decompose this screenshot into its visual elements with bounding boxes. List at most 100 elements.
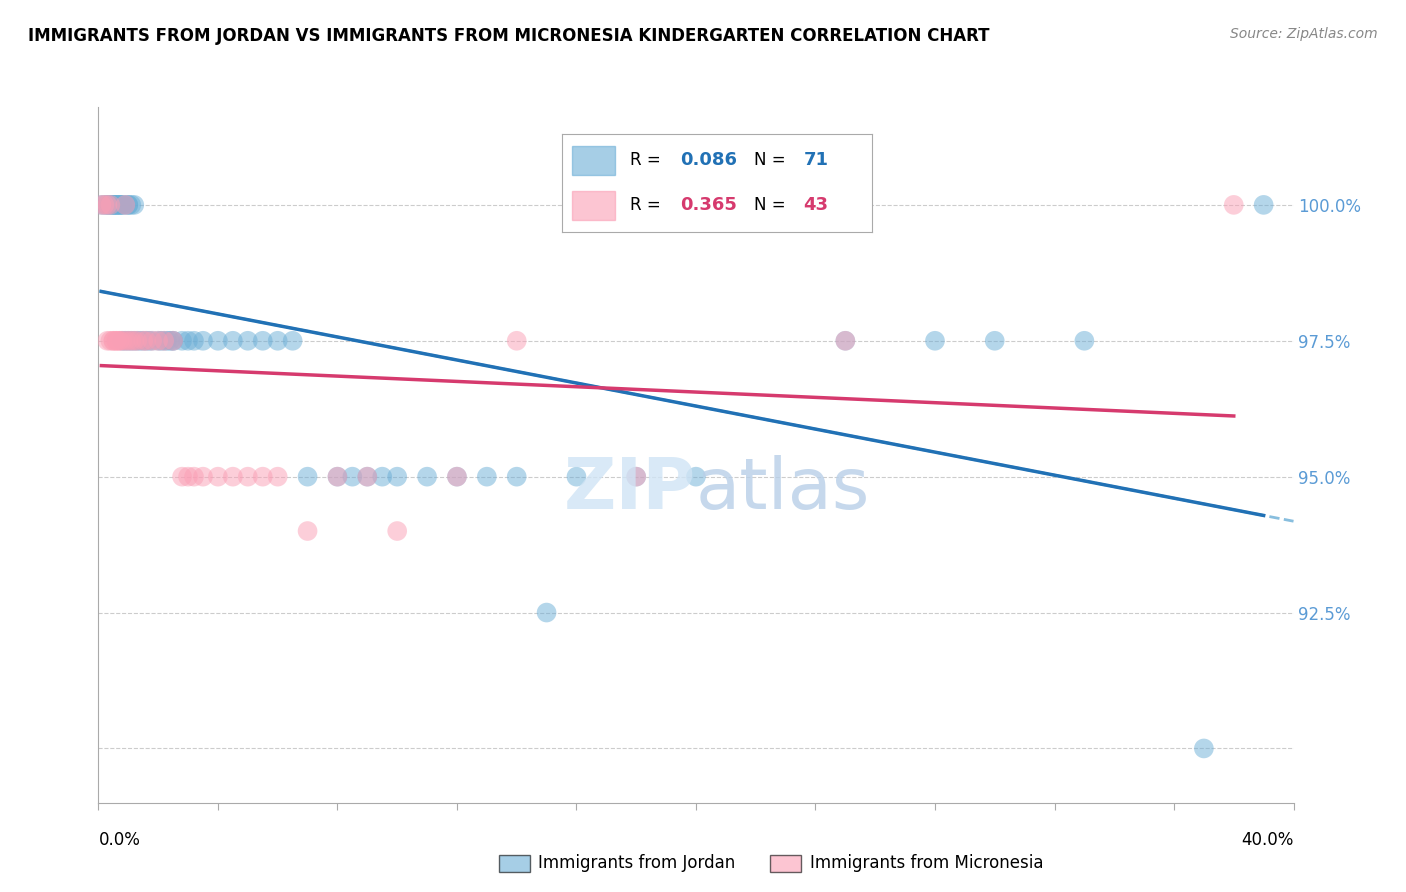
Point: [103, 198, 125, 212]
Point: [132, 334, 155, 348]
Point: [108, 198, 131, 212]
Point: [626, 469, 648, 483]
Point: [326, 469, 349, 483]
Point: [536, 606, 558, 620]
Point: [159, 334, 181, 348]
Point: [267, 469, 290, 483]
Point: [150, 334, 173, 348]
Point: [326, 469, 349, 483]
Point: [108, 334, 131, 348]
Point: [1192, 741, 1215, 756]
Point: [108, 334, 131, 348]
Point: [96, 198, 118, 212]
Point: [93, 198, 115, 212]
Text: R =: R =: [630, 152, 666, 169]
Point: [90, 198, 112, 212]
Point: [177, 334, 200, 348]
Point: [111, 334, 134, 348]
Point: [156, 334, 179, 348]
Point: [685, 469, 707, 483]
Point: [132, 334, 155, 348]
Text: IMMIGRANTS FROM JORDAN VS IMMIGRANTS FROM MICRONESIA KINDERGARTEN CORRELATION CH: IMMIGRANTS FROM JORDAN VS IMMIGRANTS FRO…: [28, 27, 990, 45]
Point: [252, 334, 274, 348]
Point: [117, 334, 139, 348]
Text: 0.0%: 0.0%: [98, 830, 141, 848]
Point: [105, 198, 128, 212]
Text: N =: N =: [754, 196, 792, 214]
Point: [984, 334, 1007, 348]
Point: [100, 334, 122, 348]
Point: [745, 198, 768, 212]
Point: [141, 334, 163, 348]
Text: N =: N =: [754, 152, 792, 169]
Point: [446, 469, 468, 483]
Point: [135, 334, 157, 348]
Point: [100, 198, 122, 212]
Point: [135, 334, 157, 348]
Point: [207, 469, 229, 483]
Point: [124, 334, 146, 348]
Point: [120, 334, 142, 348]
Point: [626, 469, 648, 483]
Point: [114, 334, 136, 348]
Point: [108, 198, 131, 212]
Point: [475, 469, 498, 483]
Point: [191, 334, 214, 348]
Point: [103, 198, 125, 212]
Point: [385, 524, 409, 538]
Point: [281, 334, 304, 348]
Point: [105, 334, 128, 348]
Point: [117, 198, 139, 212]
Point: [105, 198, 128, 212]
Text: Immigrants from Micronesia: Immigrants from Micronesia: [810, 855, 1043, 872]
Point: [124, 198, 146, 212]
Point: [100, 198, 122, 212]
Point: [114, 198, 136, 212]
Point: [141, 334, 163, 348]
Point: [90, 198, 112, 212]
Point: [183, 334, 205, 348]
Point: [108, 198, 131, 212]
Point: [222, 469, 245, 483]
Point: [172, 334, 194, 348]
Point: [834, 334, 856, 348]
Point: [127, 334, 149, 348]
Text: 0.086: 0.086: [681, 152, 737, 169]
Bar: [572, 191, 614, 220]
Point: [100, 198, 122, 212]
Point: [356, 469, 378, 483]
Point: [1073, 334, 1095, 348]
Point: [222, 334, 245, 348]
Point: [120, 198, 142, 212]
Point: [103, 334, 125, 348]
Point: [103, 198, 125, 212]
Text: ZIP: ZIP: [564, 455, 696, 524]
Point: [565, 469, 588, 483]
Text: 40.0%: 40.0%: [1241, 830, 1294, 848]
Text: Immigrants from Jordan: Immigrants from Jordan: [538, 855, 735, 872]
Text: Source: ZipAtlas.com: Source: ZipAtlas.com: [1230, 27, 1378, 41]
Point: [924, 334, 946, 348]
Point: [114, 334, 136, 348]
Point: [342, 469, 364, 483]
Point: [834, 334, 856, 348]
Point: [183, 469, 205, 483]
Point: [153, 334, 176, 348]
Point: [117, 334, 139, 348]
Point: [148, 334, 170, 348]
Text: 43: 43: [804, 196, 828, 214]
Point: [356, 469, 378, 483]
Point: [96, 198, 118, 212]
Point: [236, 334, 259, 348]
Point: [111, 198, 134, 212]
Point: [153, 334, 176, 348]
Point: [111, 198, 134, 212]
Point: [1253, 198, 1275, 212]
Point: [93, 198, 115, 212]
Point: [236, 469, 259, 483]
Point: [297, 469, 319, 483]
Point: [162, 334, 184, 348]
Point: [162, 334, 184, 348]
Point: [177, 469, 200, 483]
Point: [127, 334, 149, 348]
